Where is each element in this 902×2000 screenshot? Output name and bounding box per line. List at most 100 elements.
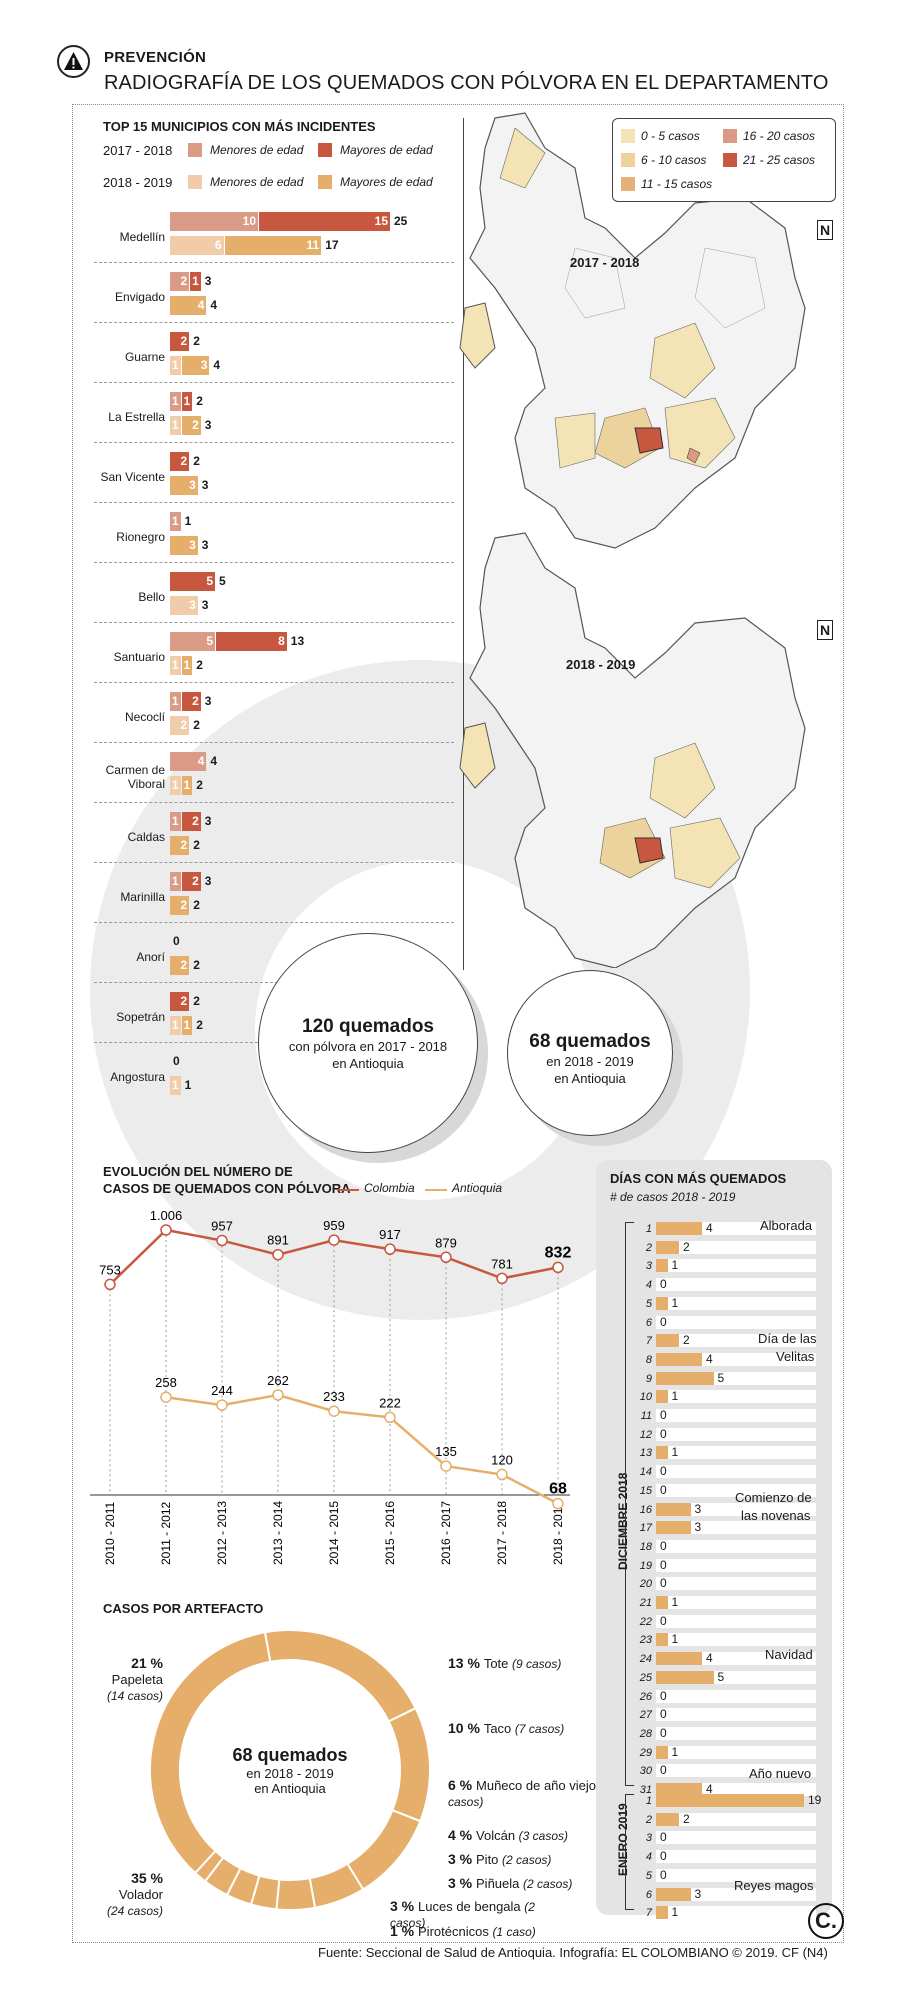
map-label-2018-2019: 2018 - 2019 (566, 657, 636, 672)
artefacto-cases: (24 casos) (106, 1904, 163, 1918)
day-value-dic: 5 (717, 1669, 725, 1684)
x-tick-label: 2018 - 2019 (551, 1501, 565, 1565)
day-row-bg (656, 1278, 816, 1292)
bar-minor-value-1718: 1 (171, 394, 179, 408)
artefacto-name: Piñuela (476, 1876, 523, 1891)
artefacto-cases: (2 casos) (523, 1877, 573, 1891)
day-row-bg (656, 1465, 816, 1479)
day-row-bg (656, 1315, 816, 1329)
data-label: 917 (379, 1227, 401, 1242)
bar-minor-value-1718: 4 (197, 754, 205, 768)
data-point (104, 1278, 116, 1291)
day-value-dic: 0 (660, 1688, 667, 1703)
artefacto-label: 21 % Papeleta (14 casos) (103, 1655, 163, 1704)
data-point (328, 1405, 340, 1417)
day-value-ene: 0 (660, 1867, 667, 1882)
day-bar-ene (656, 1906, 668, 1920)
bar-total-1819: 3 (204, 418, 212, 432)
day-number-dic: 24 (639, 1653, 652, 1666)
day-annotation: las novenas (741, 1508, 811, 1523)
artefacto-title: CASOS POR ARTEFACTO (103, 1601, 264, 1616)
x-tick-label: 2015 - 2016 (383, 1501, 397, 1565)
data-point (440, 1251, 452, 1264)
bar-total-1718: 3 (204, 874, 212, 888)
bar-total-1718: 5 (219, 574, 226, 588)
day-value-dic: 1 (671, 1744, 679, 1759)
day-row-bg (656, 1831, 816, 1845)
evolution-title-1: EVOLUCIÓN DEL NÚMERO DE (103, 1164, 293, 1179)
bar-major-value-1819: 1 (183, 778, 191, 792)
donut-center-big: 68 quemados (232, 1745, 348, 1765)
day-value-dic: 0 (660, 1613, 667, 1628)
day-value-dic: 1 (671, 1258, 679, 1273)
day-bar-dic (656, 1222, 702, 1235)
day-row-bg (656, 1764, 816, 1778)
artefacto-pct: 13 % (448, 1655, 484, 1671)
day-row-bg (656, 1906, 816, 1920)
bar-total-1718: 1 (184, 514, 192, 528)
day-value-ene: 1 (671, 1905, 679, 1920)
artefacto-name: Papeleta (111, 1672, 163, 1687)
artefacto-label: 6 % Muñeco de año viejo (4 casos) (448, 1777, 628, 1810)
municipio-name: Sopetrán (116, 1010, 165, 1024)
data-point (216, 1234, 228, 1247)
day-bar-dic (656, 1296, 668, 1310)
top15-title: TOP 15 MUNICIPIOS CON MÁS INCIDENTES (103, 119, 376, 134)
bar-minor-1718 (170, 212, 258, 231)
bar-total-1819: 4 (210, 298, 218, 312)
row-separator (94, 682, 454, 683)
row-separator (94, 982, 454, 983)
x-tick-label: 2013 - 2014 (271, 1501, 285, 1565)
data-label: 222 (379, 1395, 401, 1410)
day-value-ene: 19 (808, 1793, 822, 1807)
bar-major-1718 (259, 212, 390, 231)
bar-minor-1819 (170, 776, 181, 795)
map-2017-2018 (459, 112, 806, 549)
day-bar-dic (656, 1446, 668, 1460)
bar-minor-1718 (170, 752, 207, 771)
day-row-bg (656, 1745, 816, 1759)
day-number-dic: 28 (639, 1727, 652, 1740)
day-row-bg (656, 1446, 816, 1460)
day-number-dic: 12 (639, 1428, 652, 1441)
bar-minor-value-1819: 1 (171, 358, 179, 372)
data-label: 753 (99, 1262, 121, 1277)
data-point (496, 1468, 508, 1481)
artefacto-name: Volcán (476, 1828, 519, 1843)
legend-21-25: 21 - 25 casos (743, 153, 816, 167)
bar-minor-1819 (170, 1076, 181, 1095)
bar-major-value-1819: 2 (180, 838, 188, 852)
row-separator (94, 322, 454, 323)
day-number-ene: 4 (645, 1851, 652, 1864)
section-kicker: PREVENCIÓN (104, 49, 207, 66)
bar-total-1819: 2 (193, 838, 200, 852)
source-credit: Fuente: Seccional de Salud de Antioquia.… (318, 1945, 828, 1960)
bar-major-1819 (170, 956, 190, 975)
day-annotation: Velitas (776, 1349, 815, 1364)
municipio-name: Carmen de Viboral (105, 763, 165, 791)
bar-minor-value-1819: 1 (171, 658, 179, 672)
data-label: 233 (323, 1389, 345, 1404)
day-value-dic: 1 (671, 1632, 679, 1647)
day-value-dic: 0 (660, 1707, 667, 1722)
day-number-ene: 6 (645, 1888, 652, 1901)
day-number-dic: 1 (645, 1223, 652, 1235)
bar-total-1718: 25 (394, 214, 408, 228)
total-2017-2018-line1: con pólvora en 2017 - 2018 (288, 1039, 448, 1054)
day-row-bg (656, 1614, 816, 1628)
total-2017-2018-circle: 120 quemados con pólvora en 2017 - 2018 … (258, 933, 478, 1153)
artefacto-pct: 3 % (390, 1898, 419, 1914)
bar-total-1718: 3 (204, 274, 212, 288)
evolution-line-chart: 2010 - 2011 2011 - 2012 2012 - 2013 2013 - … (90, 1208, 571, 1565)
day-value-dic: 1 (671, 1389, 679, 1404)
artefacto-cases: (7 casos) (514, 1722, 565, 1736)
bar-total-1718: 2 (193, 454, 200, 468)
day-row-bg (656, 1577, 816, 1591)
bar-total-1819: 17 (325, 238, 339, 252)
map-label-2017-2018: 2017 - 2018 (570, 255, 640, 270)
municipio-name: Anorí (136, 950, 165, 964)
day-value-ene: 0 (660, 1830, 667, 1845)
data-point (160, 1224, 172, 1236)
bar-major-value-1819: 3 (189, 538, 196, 552)
bar-minor-1819 (170, 716, 190, 735)
